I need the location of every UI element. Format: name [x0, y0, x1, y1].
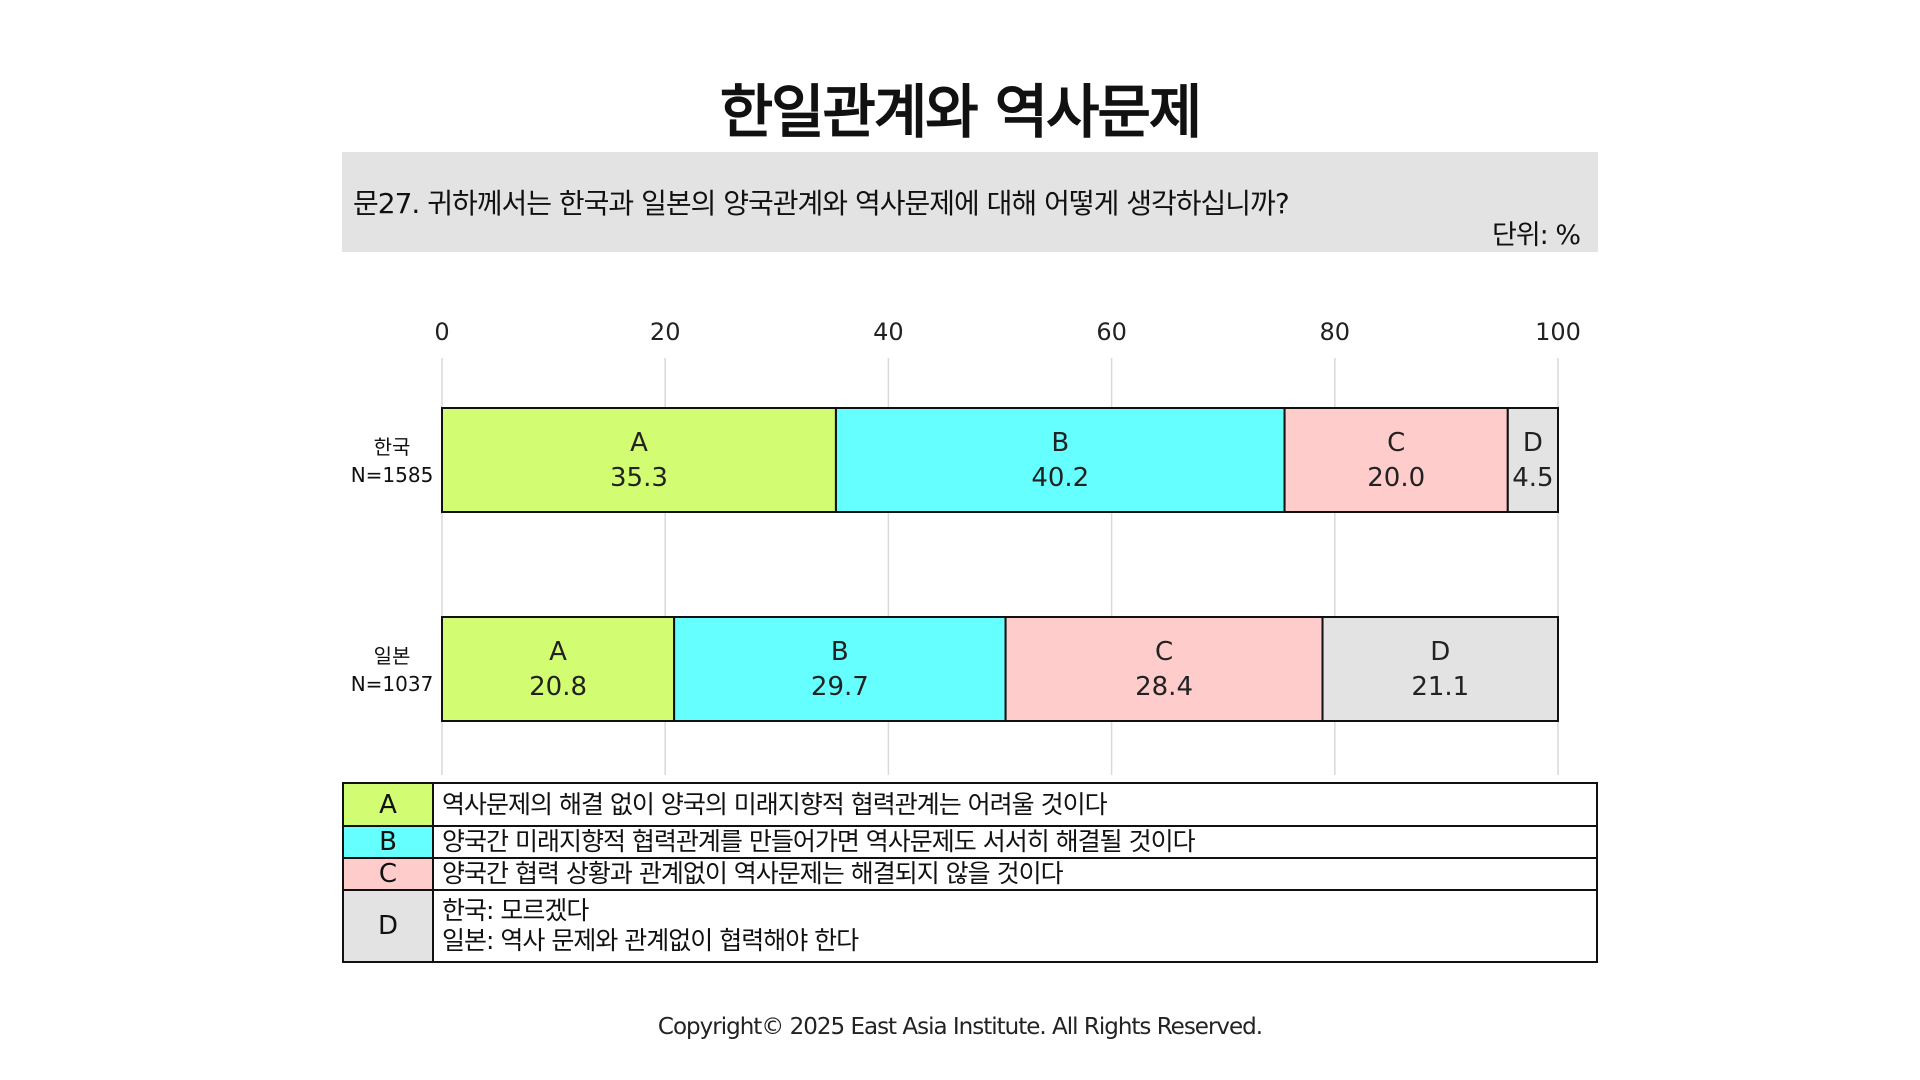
legend-row-b: B 양국간 미래지향적 협력관계를 만들어가면 역사문제도 서서히 해결될 것이다 [342, 825, 1598, 859]
segment-series-label: C [1387, 428, 1405, 458]
segment-series-label: D [1523, 428, 1543, 458]
legend-key: B [342, 825, 434, 859]
legend-description-line: 양국간 미래지향적 협력관계를 만들어가면 역사문제도 서서히 해결될 것이다 [442, 827, 1196, 856]
unit-label: 단위: % [1491, 220, 1581, 251]
legend-key: C [342, 857, 434, 891]
segment-value-label: 29.7 [811, 672, 869, 702]
segment-value-label: 4.5 [1512, 463, 1553, 493]
question-text: 문27. 귀하께서는 한국과 일본의 양국관계와 역사문제에 대해 어떻게 생각… [353, 187, 1290, 220]
row-label: 일본 [374, 644, 411, 668]
segment-value-label: 35.3 [610, 463, 668, 493]
bar-segment-a [441, 407, 837, 513]
legend-description: 양국간 미래지향적 협력관계를 만들어가면 역사문제도 서서히 해결될 것이다 [432, 825, 1598, 859]
legend-description-line: 양국간 협력 상황과 관계없이 역사문제는 해결되지 않을 것이다 [442, 859, 1064, 888]
stacked-bar-chart: 0 20 40 60 80 100 한국 N=1585 A 35.3 B 40.2 C 20.0 D 4.5 일… [351, 318, 1581, 775]
segment-series-label: A [549, 637, 567, 667]
bar-segment-b [834, 407, 1286, 513]
row-sample-size: N=1037 [351, 672, 434, 696]
legend-key: A [342, 782, 434, 827]
legend-description: 한국: 모르겠다 일본: 역사 문제와 관계없이 협력해야 한다 [432, 889, 1598, 963]
bar-segment-c [1283, 407, 1509, 513]
copyright-notice: Copyright© 2025 East Asia Institute. All… [657, 1014, 1263, 1040]
legend-row-d: D 한국: 모르겠다 일본: 역사 문제와 관계없이 협력해야 한다 [342, 889, 1598, 963]
legend-row-a: A 역사문제의 해결 없이 양국의 미래지향적 협력관계는 어려울 것이다 [342, 782, 1598, 827]
legend-description-line: 한국: 모르겠다 [442, 896, 589, 925]
legend-row-c: C 양국간 협력 상황과 관계없이 역사문제는 해결되지 않을 것이다 [342, 857, 1598, 891]
legend-key: D [342, 889, 434, 963]
bar-segment-c [1004, 616, 1324, 722]
bar-segment-d [1506, 407, 1560, 513]
segment-series-label: B [831, 637, 849, 667]
question-box: 문27. 귀하께서는 한국과 일본의 양국관계와 역사문제에 대해 어떻게 생각… [342, 152, 1598, 252]
segment-value-label: 20.0 [1367, 463, 1425, 493]
x-tick-label: 100 [1535, 318, 1581, 346]
segment-value-label: 40.2 [1031, 463, 1089, 493]
legend-description-line: 역사문제의 해결 없이 양국의 미래지향적 협력관계는 어려울 것이다 [442, 789, 1108, 819]
segment-series-label: C [1155, 637, 1173, 667]
legend-description: 양국간 협력 상황과 관계없이 역사문제는 해결되지 않을 것이다 [432, 857, 1598, 891]
chart-title: 한일관계와 역사문제 [719, 78, 1202, 146]
row-label: 한국 [374, 435, 411, 459]
x-tick-label: 20 [650, 318, 681, 346]
legend-description-line: 일본: 역사 문제와 관계없이 협력해야 한다 [442, 926, 859, 955]
x-tick-label: 0 [434, 318, 449, 346]
bar-segment-d [1321, 616, 1560, 722]
segment-value-label: 20.8 [529, 672, 587, 702]
x-tick-label: 80 [1320, 318, 1351, 346]
bar-segment-a [441, 616, 676, 722]
x-tick-label: 40 [873, 318, 904, 346]
segment-series-label: A [630, 428, 648, 458]
segment-series-label: D [1430, 637, 1450, 667]
segment-value-label: 28.4 [1135, 672, 1193, 702]
bar-segment-b [673, 616, 1007, 722]
segment-value-label: 21.1 [1411, 672, 1469, 702]
x-tick-label: 60 [1096, 318, 1127, 346]
row-sample-size: N=1585 [351, 463, 434, 487]
legend-table: A 역사문제의 해결 없이 양국의 미래지향적 협력관계는 어려울 것이다 B 양국간… [342, 782, 1598, 963]
legend-description: 역사문제의 해결 없이 양국의 미래지향적 협력관계는 어려울 것이다 [432, 782, 1598, 827]
segment-series-label: B [1051, 428, 1069, 458]
